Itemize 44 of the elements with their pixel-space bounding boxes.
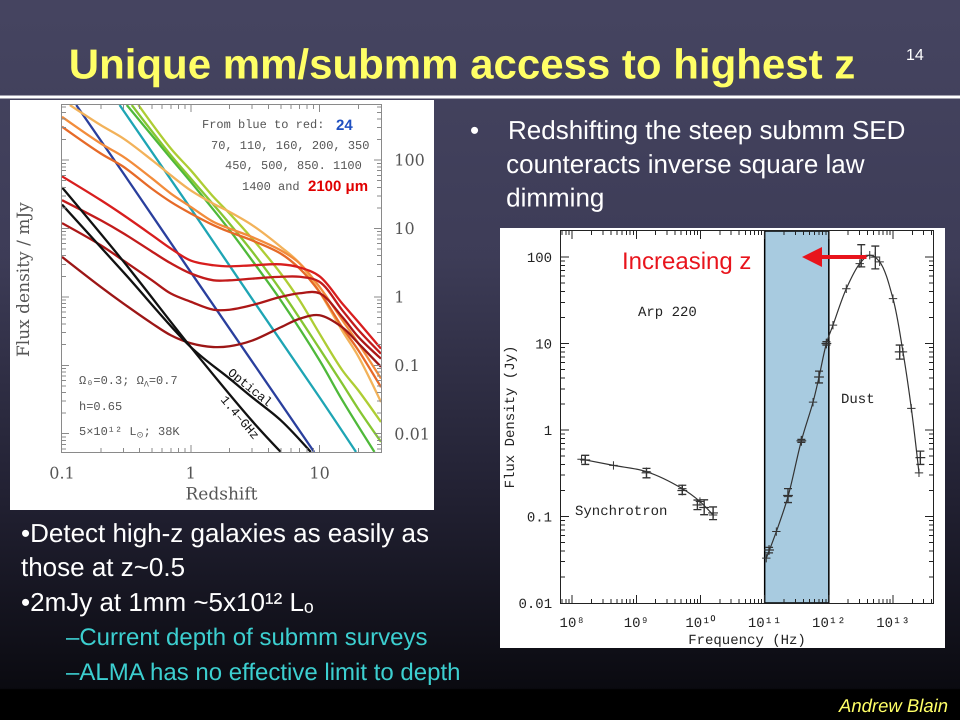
y-tick-label: 0.01	[518, 596, 552, 613]
text: Andrew Blain	[838, 695, 948, 716]
x-tick-label: 10¹³	[876, 616, 910, 632]
x-tick-label: 0.1	[49, 463, 75, 482]
y-tick-label: 10	[394, 219, 415, 238]
annotation: 5×10¹² L$_{⊙}$; 38K	[79, 425, 180, 441]
chart-title: Unique mm/submm access to highest z	[68, 40, 856, 88]
x-axis-title: Frequency (Hz)	[688, 633, 806, 650]
annotation: Ω₀=0.3; Ω$_{Λ}$=0.7	[79, 374, 178, 390]
annotation: Arp 220	[638, 305, 697, 321]
y-tick-label: 10	[535, 337, 552, 354]
y-tick-label: 100	[526, 250, 552, 267]
annotation: 24	[336, 117, 354, 134]
x-tick-label: 10¹¹	[748, 616, 782, 632]
text: • Redshifting the steep submm SED counteracts inverse square law dimming	[470, 115, 906, 213]
annotation: Synchrotron	[575, 504, 668, 520]
annotation: 1400 and	[242, 180, 300, 194]
y-tick-label: 0.1	[526, 510, 552, 526]
x-tick-label: 10⁹	[624, 616, 649, 632]
y-axis-title: Flux density / mJy	[14, 202, 34, 357]
text: –ALMA has no effective limit to depth	[66, 659, 460, 686]
text: 14	[906, 47, 924, 64]
x-tick-label: 10⁸	[560, 616, 585, 632]
y-tick-label: 0.01	[394, 424, 430, 444]
y-axis-title: Flux Density (Jy)	[503, 346, 520, 488]
x-tick-label: 10	[309, 463, 330, 482]
annotation: Dust	[841, 392, 875, 408]
annotation: h=0.65	[79, 400, 122, 414]
annotation: Increasing z	[622, 248, 752, 275]
annotation: 70, 110, 160, 200, 350	[211, 139, 370, 153]
annotation: From blue to red:	[202, 118, 324, 132]
y-tick-label: 100	[394, 150, 425, 170]
x-tick-label: 10¹²	[812, 616, 846, 632]
x-tick-label: 1	[186, 463, 196, 482]
y-tick-label: 0.1	[394, 356, 420, 375]
x-tick-label: 10¹⁰	[685, 614, 716, 632]
text: •Detect high-z galaxies as easily as those at z~0.5	[21, 518, 429, 582]
y-tick-label: 1	[544, 424, 552, 440]
y-tick-label: 1	[394, 288, 404, 307]
annotation: 2100 μm	[308, 178, 368, 195]
text: •2mJy at 1mm ~5x10¹² Lₒ	[21, 587, 314, 617]
text: –Current depth of submm surveys	[66, 624, 428, 651]
annotation: 450, 500, 850. 1100	[225, 159, 362, 173]
x-axis-title: Redshift	[186, 484, 258, 505]
